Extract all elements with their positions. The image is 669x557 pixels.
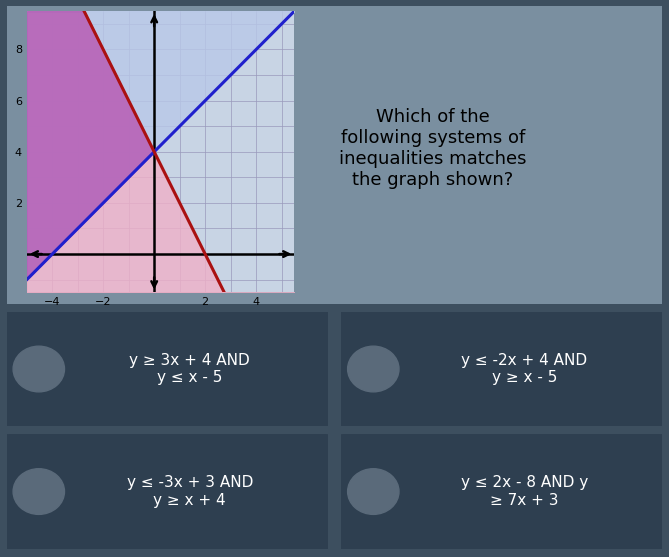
FancyBboxPatch shape xyxy=(328,433,669,550)
Text: y ≥ 3x + 4 AND
y ≤ x - 5: y ≥ 3x + 4 AND y ≤ x - 5 xyxy=(129,353,250,385)
Text: Which of the
following systems of
inequalities matches
the graph shown?: Which of the following systems of inequa… xyxy=(339,109,527,189)
FancyBboxPatch shape xyxy=(0,311,341,427)
FancyBboxPatch shape xyxy=(0,0,669,312)
FancyBboxPatch shape xyxy=(328,311,669,427)
Ellipse shape xyxy=(13,469,64,515)
Ellipse shape xyxy=(348,469,399,515)
Text: y ≤ -3x + 3 AND
y ≥ x + 4: y ≤ -3x + 3 AND y ≥ x + 4 xyxy=(126,475,253,508)
Ellipse shape xyxy=(348,346,399,392)
FancyBboxPatch shape xyxy=(0,433,341,550)
Text: y ≤ 2x - 8 AND y
≥ 7x + 3: y ≤ 2x - 8 AND y ≥ 7x + 3 xyxy=(460,475,588,508)
Ellipse shape xyxy=(13,346,64,392)
Text: y ≤ -2x + 4 AND
y ≥ x - 5: y ≤ -2x + 4 AND y ≥ x - 5 xyxy=(461,353,587,385)
